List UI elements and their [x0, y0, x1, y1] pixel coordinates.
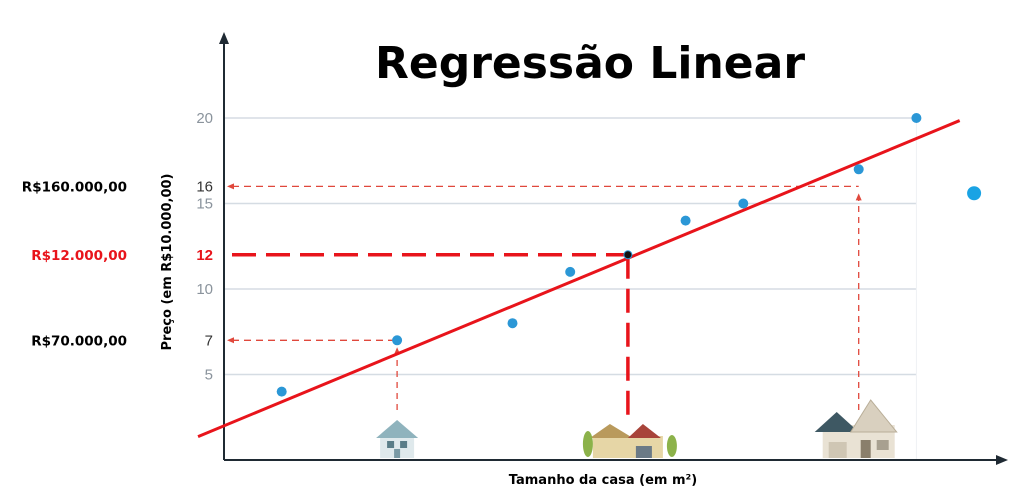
axes	[219, 32, 1008, 465]
price-label: R$70.000,00	[31, 333, 127, 349]
house-icon-small	[376, 420, 419, 458]
houses	[376, 399, 898, 458]
y-tick-label: 15	[196, 196, 213, 213]
y-tick-label: 7	[205, 332, 213, 349]
guide-arrow-up	[855, 193, 862, 201]
outlier-point	[967, 186, 982, 201]
price-labels: R$160.000,00 R$12.000,00 R$70.000,00	[22, 179, 127, 349]
y-tick-label: 5	[205, 367, 213, 384]
house-icon-large	[814, 399, 898, 458]
y-axis-label: Preço (em R$10.000,00)	[160, 174, 175, 351]
x-axis-arrow	[996, 455, 1008, 465]
data-point	[392, 335, 403, 346]
y-tick-label: 12	[196, 247, 213, 264]
y-tick-label: 10	[196, 281, 213, 298]
price-label: R$160.000,00	[22, 179, 127, 195]
y-tick-label: 16	[196, 178, 213, 195]
data-point	[738, 198, 749, 209]
regression-line-group	[197, 119, 961, 438]
data-points	[276, 113, 982, 397]
data-point	[276, 386, 287, 397]
data-point	[507, 318, 518, 329]
y-tick-label: 20	[196, 110, 213, 127]
data-point	[565, 266, 576, 277]
data-point	[911, 113, 922, 123]
y-axis-arrow	[219, 32, 229, 44]
data-point	[680, 215, 691, 226]
data-point	[853, 164, 864, 175]
prediction-point	[623, 250, 633, 260]
price-label: R$12.000,00	[31, 248, 127, 264]
guide-lines	[227, 183, 862, 418]
grid	[224, 117, 917, 460]
x-axis-label: Tamanho da casa (em m²)	[509, 473, 697, 488]
chart-title: Regressão Linear	[375, 38, 805, 89]
guide-arrow-left	[227, 337, 234, 344]
regression-line	[197, 119, 961, 438]
guide-arrow-left	[227, 183, 234, 190]
house-icon-medium	[582, 424, 677, 458]
